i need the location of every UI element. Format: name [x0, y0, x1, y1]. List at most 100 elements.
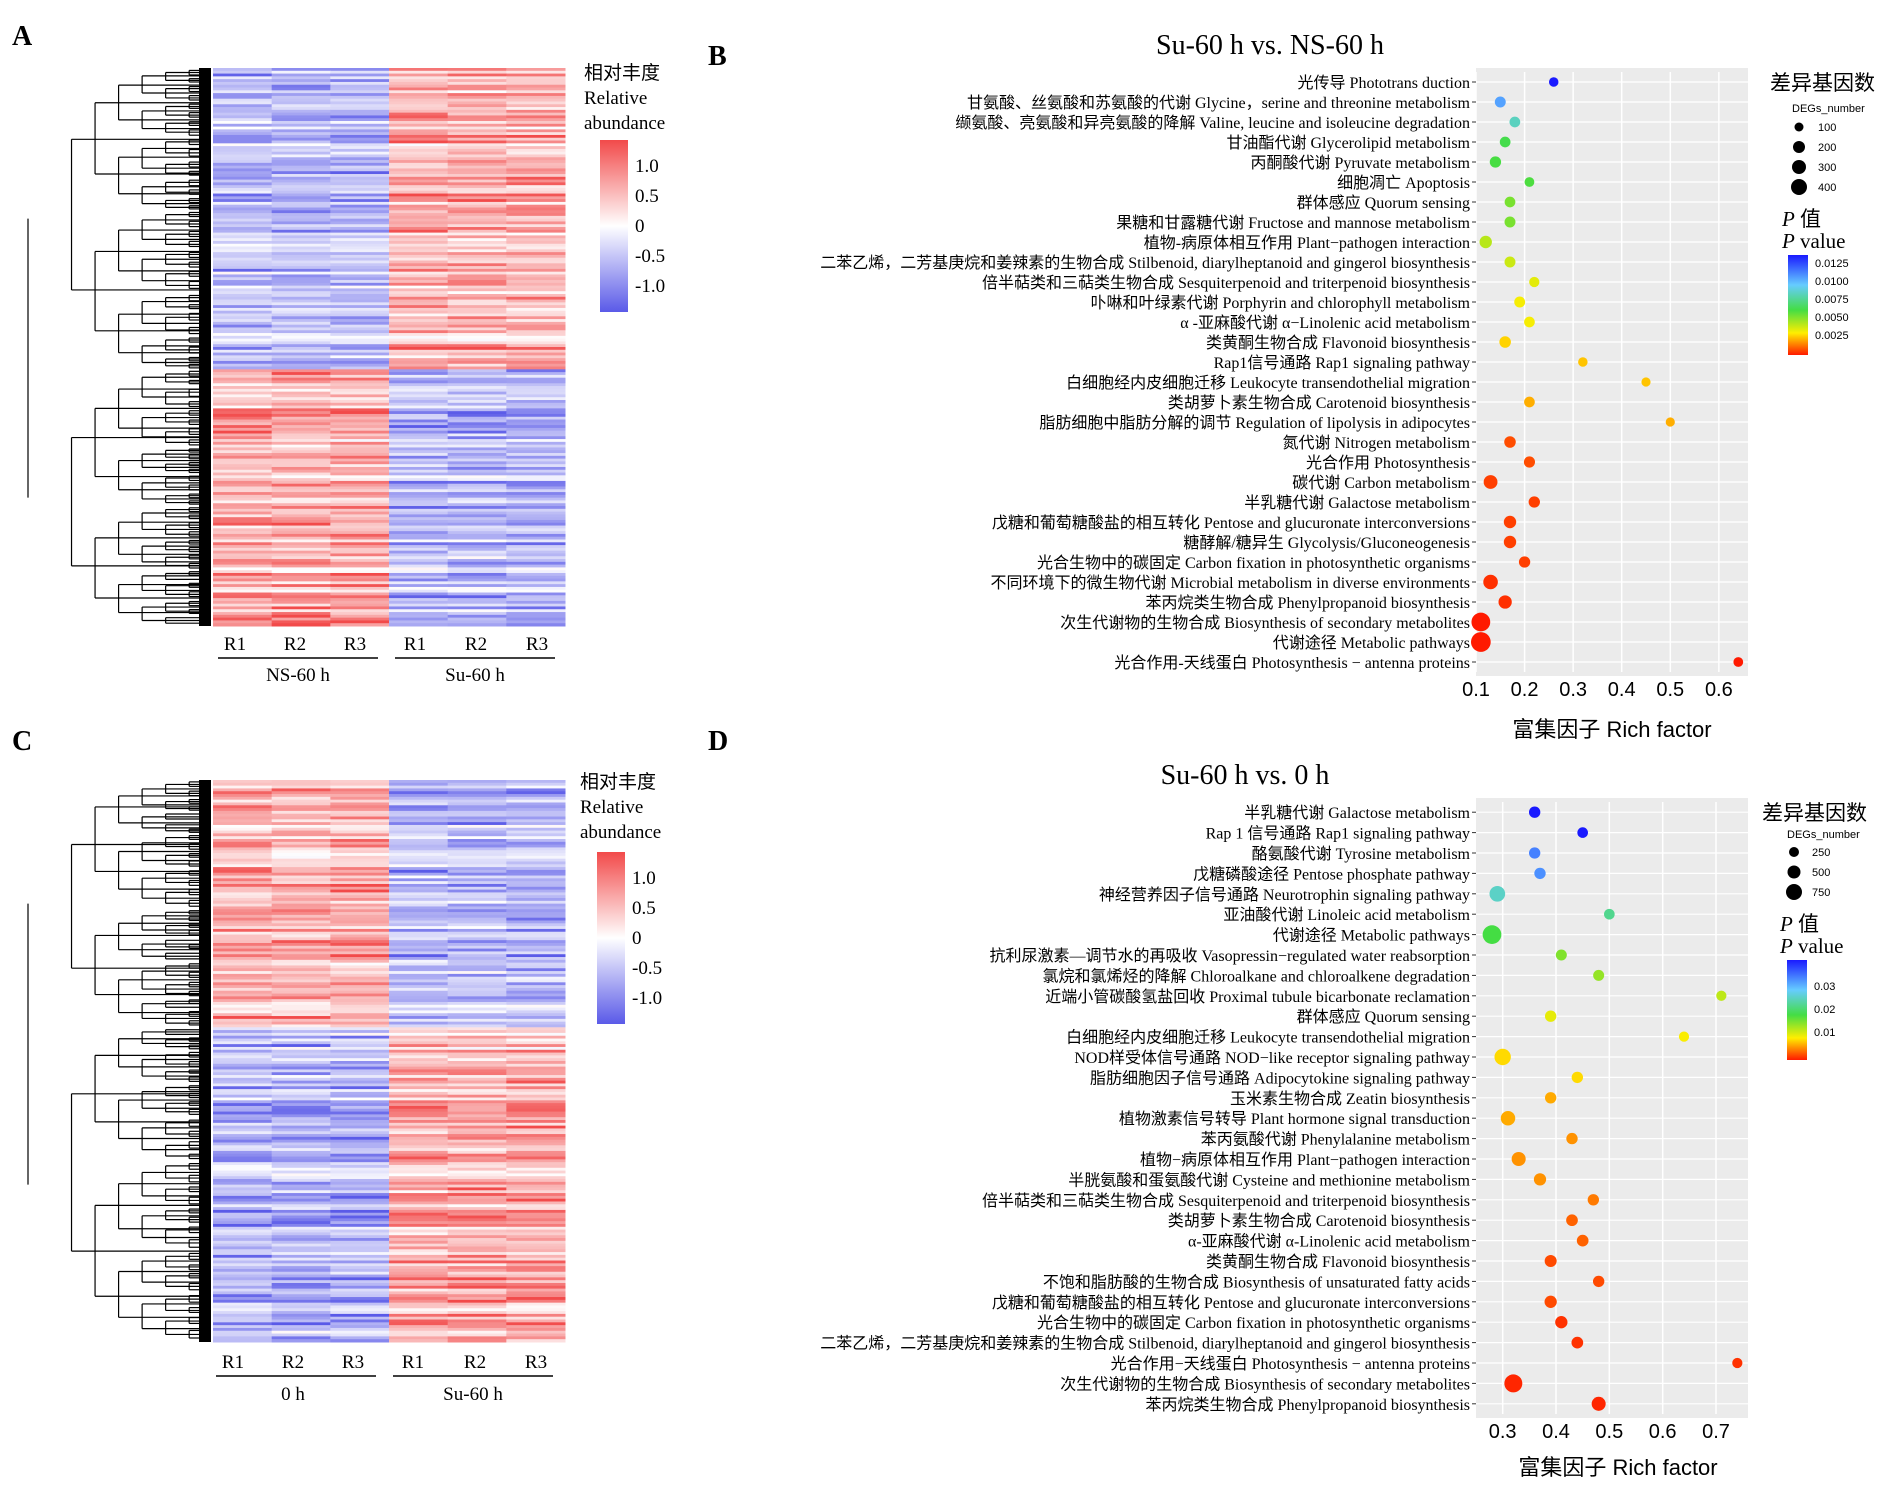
heatmap-cell — [213, 898, 273, 902]
heatmap-cell — [330, 347, 390, 351]
heatmap-cell — [271, 1263, 331, 1267]
heatmap-a-column-labels: R1 R2 R3 R1 R2 R3 — [224, 634, 548, 655]
heatmap-cell — [330, 400, 390, 404]
heatmap-cell — [506, 1181, 566, 1186]
heatmap-cell — [389, 1117, 449, 1121]
heatmap-cell — [213, 93, 273, 97]
heatmap-cell — [330, 143, 390, 147]
heatmap-cell — [506, 422, 566, 426]
heatmap-cell — [330, 968, 390, 972]
heatmap-cell — [213, 514, 273, 518]
heatmap-cell — [506, 567, 566, 571]
heatmap-cell — [213, 517, 273, 521]
heatmap-cell — [506, 478, 566, 482]
heatmap-cell — [506, 564, 566, 568]
heatmap-cell — [330, 1131, 390, 1135]
heatmap-cell — [330, 522, 390, 527]
heatmap-cell — [389, 799, 449, 803]
heatmap-cell — [213, 1010, 273, 1014]
heatmap-cell — [271, 215, 331, 220]
heatmap-cell — [506, 307, 566, 312]
heatmap-cell — [447, 830, 507, 834]
heatmap-cell — [506, 827, 566, 832]
heatmap-cell — [330, 324, 390, 328]
heatmap-cell — [389, 1215, 449, 1219]
heatmap-cell — [506, 213, 566, 217]
heatmap-cell — [447, 883, 507, 888]
heatmap-cell — [330, 1187, 390, 1191]
heatmap-cell — [271, 104, 331, 108]
heatmap-cell — [271, 151, 331, 155]
heatmap-cell — [330, 492, 390, 496]
heatmap-cell — [506, 1221, 566, 1225]
heatmap-cell — [271, 1198, 331, 1202]
heatmap-cell — [213, 500, 273, 504]
heatmap-cell — [506, 1235, 566, 1239]
heatmap-cell — [447, 606, 507, 610]
heatmap-cell — [213, 285, 273, 289]
heatmap-cell — [213, 923, 273, 927]
enrichment-point — [1482, 925, 1502, 944]
heatmap-cell — [506, 570, 566, 574]
heatmap-cell — [271, 839, 331, 843]
heatmap-cell — [447, 355, 507, 359]
heatmap-cell — [506, 1274, 566, 1278]
heatmap-cell — [271, 1280, 331, 1284]
heatmap-cell — [506, 1193, 566, 1197]
heatmap-cell — [389, 436, 449, 440]
heatmap-cell — [389, 1097, 449, 1101]
heatmap-cell — [213, 95, 273, 100]
heatmap-cell — [271, 614, 331, 619]
heatmap-cell — [330, 1260, 390, 1264]
heatmap-cell — [389, 372, 449, 376]
heatmap-cell — [447, 886, 507, 891]
heatmap-cell — [271, 313, 331, 317]
heatmap-cell — [213, 951, 273, 955]
x-tick-label: 0.6 — [1649, 1421, 1677, 1443]
heatmap-cell — [271, 996, 331, 1000]
heatmap-cell — [447, 968, 507, 972]
heatmap-cell — [389, 201, 449, 206]
heatmap-cell — [330, 162, 390, 167]
heatmap-cell — [389, 1254, 449, 1259]
heatmap-cell — [330, 391, 390, 395]
heatmap-cell — [506, 1246, 566, 1250]
heatmap-cell — [389, 285, 449, 289]
heatmap-cell — [389, 221, 449, 225]
heatmap-cell — [213, 1105, 273, 1110]
heatmap-cell — [330, 948, 390, 952]
pathway-label: 植物−病原体相互作用 Plant−pathogen interaction — [1140, 1151, 1470, 1169]
heatmap-cell — [330, 1120, 390, 1124]
heatmap-cell — [389, 1204, 449, 1208]
heatmap-cell — [447, 68, 507, 72]
heatmap-cell — [447, 1173, 507, 1177]
dendrogram-leaves — [199, 780, 211, 1342]
heatmap-cell — [271, 1311, 331, 1315]
heatmap-cell — [447, 109, 507, 114]
heatmap-cell — [213, 855, 273, 860]
heatmap-cell — [271, 93, 331, 97]
heatmap-cell — [271, 1030, 331, 1034]
heatmap-cell — [330, 377, 390, 381]
heatmap-cell — [447, 1094, 507, 1099]
heatmap-cell — [389, 539, 449, 543]
heatmap-cell — [506, 1013, 566, 1017]
heatmap-cell — [506, 84, 566, 89]
heatmap-cell — [447, 227, 507, 231]
pathway-label: 抗利尿激素—调节水的再吸收 Vasopressin−regulated wate… — [990, 947, 1471, 965]
heatmap-cell — [506, 475, 566, 479]
heatmap-cell — [213, 1333, 273, 1337]
heatmap-cell — [389, 1257, 449, 1262]
heatmap-cell — [271, 466, 331, 471]
heatmap-cell — [447, 861, 507, 865]
heatmap-cell — [389, 581, 449, 585]
heatmap-cell — [330, 575, 390, 580]
heatmap-cell — [447, 165, 507, 169]
heatmap-cell — [447, 1207, 507, 1211]
heatmap-cell — [213, 305, 273, 309]
heatmap-cell — [213, 143, 273, 147]
heatmap-cell — [389, 299, 449, 303]
heatmap-cell — [389, 853, 449, 857]
heatmap-cell — [506, 1016, 566, 1020]
heatmap-cell — [213, 430, 273, 434]
